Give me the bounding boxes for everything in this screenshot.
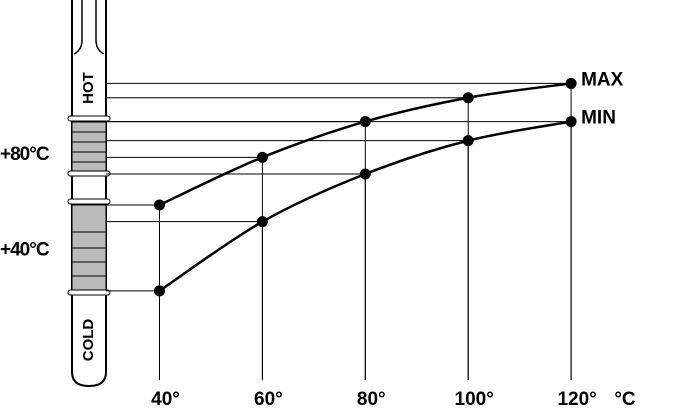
cold-label: COLD: [80, 319, 97, 362]
point: [256, 216, 268, 228]
point: [462, 135, 474, 147]
point: [565, 116, 577, 128]
point: [256, 151, 268, 163]
y-tick-label: +40°C: [0, 239, 50, 260]
gauge-band: [71, 121, 107, 173]
legend-label: MIN: [581, 108, 616, 129]
point: [153, 285, 165, 297]
legend-label: MAX: [581, 69, 624, 90]
x-unit: °C: [614, 389, 636, 410]
gauge-ring: [67, 115, 111, 122]
point: [153, 199, 165, 211]
point: [462, 92, 474, 104]
gauge-inner: [73, 39, 105, 55]
x-tick-label: 40°: [151, 389, 180, 410]
point: [359, 168, 371, 180]
gauge: HOT COLD: [67, 0, 111, 388]
y-tick-label: +80°C: [0, 144, 50, 165]
point: [565, 77, 577, 89]
x-tick-label: 60°: [254, 389, 283, 410]
x-tick-label: 80°: [357, 389, 386, 410]
x-tick-label: 100°: [455, 389, 494, 410]
gauge-ring: [67, 198, 111, 205]
hot-label: HOT: [80, 72, 97, 104]
gauge-ring: [67, 289, 111, 296]
gauge-ring: [67, 170, 111, 177]
gauge-stripes: [72, 131, 106, 277]
x-tick-label: 120°: [557, 389, 596, 410]
